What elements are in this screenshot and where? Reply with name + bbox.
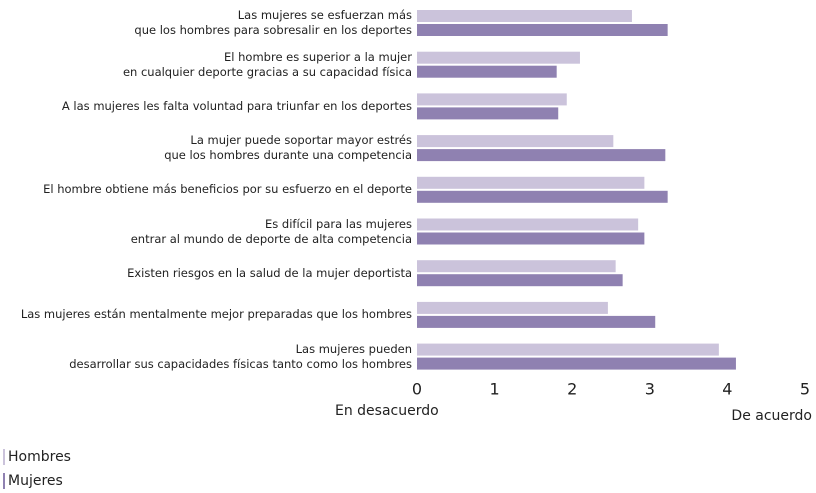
bar: [417, 190, 668, 203]
legend-label: Mujeres: [8, 473, 63, 489]
axis-note-left: En desacuerdo: [335, 403, 439, 419]
bar: [417, 10, 632, 22]
x-tick-label: 4: [722, 380, 732, 399]
category-label: El hombre obtiene más beneficios por su …: [43, 182, 412, 197]
legend-swatch: [3, 449, 5, 465]
bar: [417, 218, 639, 231]
x-tick-label: 5: [800, 380, 810, 399]
bar: [417, 343, 719, 356]
bar: [417, 315, 656, 328]
x-tick-label: 3: [645, 380, 655, 399]
bar: [417, 260, 616, 273]
bar: [417, 357, 736, 370]
bar: [417, 24, 668, 36]
bar: [417, 65, 557, 78]
bar: [417, 93, 567, 106]
bar: [417, 274, 623, 287]
bar: [417, 232, 645, 245]
bar: [417, 176, 645, 189]
category-label: Las mujeres se esfuerzan más que los hom…: [134, 8, 412, 37]
bar: [417, 135, 614, 148]
category-label: El hombre es superior a la mujer en cual…: [122, 49, 412, 79]
bar: [417, 107, 559, 120]
category-label: Es difícil para las mujeres entrar al mu…: [130, 216, 412, 246]
bar: [417, 51, 580, 64]
axis-note-right: De acuerdo: [731, 408, 812, 424]
x-tick-label: 0: [412, 380, 422, 399]
x-tick-label: 1: [490, 380, 500, 399]
category-label: Las mujeres están mentalmente mejor prep…: [20, 307, 412, 322]
bar: [417, 149, 666, 162]
x-tick-label: 2: [567, 380, 577, 399]
bar: [417, 301, 608, 314]
category-label: La mujer puede soportar mayor estrés que…: [164, 133, 412, 163]
legend-label: Hombres: [8, 449, 71, 465]
legend-swatch: [3, 473, 5, 489]
category-label: Existen riesgos en la salud de la mujer …: [127, 265, 412, 280]
category-label: A las mujeres les falta voluntad para tr…: [61, 98, 412, 113]
category-label: Las mujeres pueden desarrollar sus capac…: [69, 341, 412, 371]
